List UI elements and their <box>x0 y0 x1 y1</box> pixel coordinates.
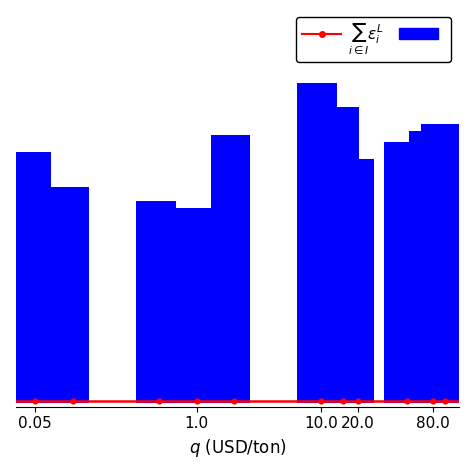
Bar <box>210 135 250 403</box>
Bar <box>173 208 213 403</box>
Bar <box>319 107 359 403</box>
Point <box>193 398 201 405</box>
Point <box>404 398 411 405</box>
X-axis label: $q$ (USD/ton): $q$ (USD/ton) <box>189 437 286 459</box>
Point <box>339 398 346 405</box>
Point <box>429 398 437 405</box>
Point <box>230 398 238 405</box>
Point <box>317 398 325 405</box>
Bar <box>335 159 374 403</box>
Point <box>355 398 362 405</box>
Bar <box>297 82 337 403</box>
Legend: $\sum_{i \in I} \varepsilon_i^L$, : $\sum_{i \in I} \varepsilon_i^L$, <box>296 17 451 63</box>
Bar <box>384 142 424 403</box>
Bar <box>12 152 51 403</box>
Point <box>441 398 449 405</box>
Bar <box>421 125 461 403</box>
Point <box>31 398 39 405</box>
Point <box>155 398 163 405</box>
Bar <box>410 131 449 403</box>
Bar <box>49 187 89 403</box>
Bar <box>136 201 175 403</box>
Point <box>69 398 76 405</box>
